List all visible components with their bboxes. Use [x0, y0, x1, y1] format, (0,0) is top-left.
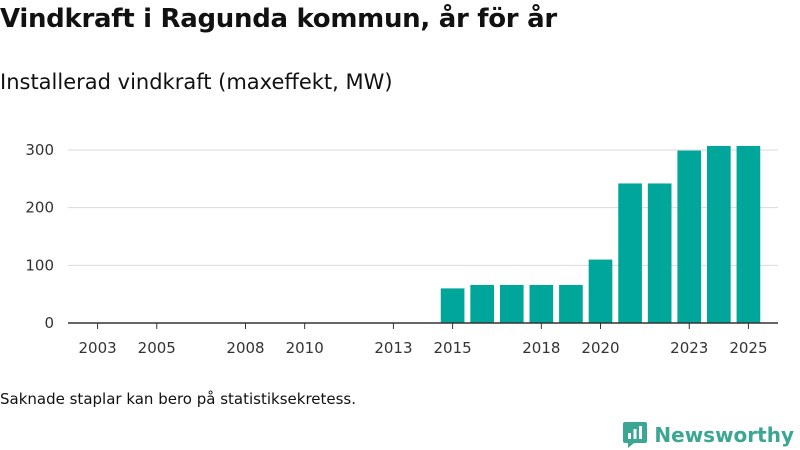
x-tick-label-2023: 2023: [670, 339, 708, 357]
bar-2017: [499, 284, 524, 323]
brand-label: Newsworthy: [654, 423, 794, 447]
bars: [440, 145, 761, 323]
bar-2021: [618, 183, 642, 323]
bar-2020: [588, 259, 613, 323]
bar-2024: [707, 145, 731, 323]
x-tick-label-2020: 2020: [581, 339, 619, 357]
brand-logo[interactable]: Newsworthy: [622, 420, 794, 450]
x-tick-label-2025: 2025: [729, 339, 767, 357]
x-tick-label-2013: 2013: [374, 339, 412, 357]
x-tick-label-2008: 2008: [226, 339, 264, 357]
y-axis-ticks: 0 100 200 300: [25, 141, 54, 332]
x-tick-label-2005: 2005: [138, 339, 176, 357]
bar-2015: [440, 288, 465, 323]
x-tick-label-2003: 2003: [78, 339, 116, 357]
x-tick-label-2018: 2018: [522, 339, 560, 357]
footnote: Saknade staplar kan bero på statistiksek…: [0, 390, 357, 408]
y-tick-label-100: 100: [25, 256, 54, 274]
bar-2025: [736, 145, 761, 323]
newsworthy-logo-icon: [623, 422, 648, 448]
bar-2018: [529, 284, 554, 323]
chart-subtitle: Installerad vindkraft (maxeffekt, MW): [0, 70, 393, 94]
x-axis-ticks: 2003 2005 2008 2010 2013 2015 2018 2020 2023 2025: [78, 323, 768, 357]
y-tick-label-300: 300: [25, 141, 54, 159]
bar-2023: [677, 150, 702, 323]
bar-2022: [647, 183, 672, 323]
x-tick-label-2015: 2015: [433, 339, 471, 357]
chart-title: Vindkraft i Ragunda kommun, år för år: [0, 4, 557, 34]
y-tick-label-200: 200: [25, 199, 54, 217]
x-tick-label-2010: 2010: [286, 339, 324, 357]
bar-2016: [470, 284, 494, 323]
y-tick-label-0: 0: [44, 314, 54, 332]
bar-2019: [559, 284, 583, 323]
